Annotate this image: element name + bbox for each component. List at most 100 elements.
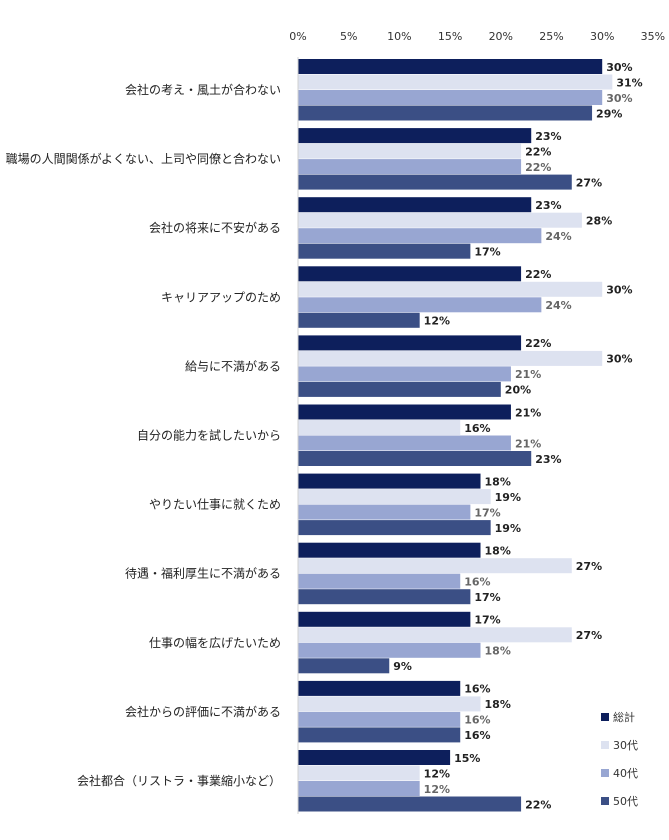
bar-50代: [298, 312, 420, 328]
bar-40代: [298, 90, 603, 105]
value-label: 19%: [495, 522, 521, 535]
value-label: 24%: [545, 299, 571, 312]
value-label: 22%: [525, 798, 551, 811]
bar-40代: [298, 711, 461, 727]
category-label: 自分の能力を試したいから: [137, 428, 281, 443]
bar-30代: [298, 558, 572, 574]
category-labels: 会社の考え・風土が合わない職場の人間関係がよくない、上司や同僚と合わない会社の将…: [6, 82, 281, 788]
x-tick-label-20: 20%: [489, 30, 513, 43]
value-label: 18%: [485, 475, 511, 488]
value-label: 22%: [525, 161, 551, 174]
category-label: 給与に不満がある: [185, 358, 281, 373]
bar-30代: [298, 350, 603, 366]
bar-30代: [298, 74, 613, 90]
value-label: 29%: [596, 107, 622, 120]
bar-50代: [298, 105, 593, 121]
bar-30代: [298, 143, 522, 159]
value-label: 30%: [606, 353, 632, 366]
legend: 総計 30代 40代 50代: [601, 710, 638, 808]
category-label: キャリアアップのため: [161, 290, 281, 304]
bar-総計: [298, 680, 461, 696]
value-label: 30%: [606, 61, 632, 74]
legend-swatch-40代: [601, 769, 609, 777]
value-label: 30%: [606, 284, 632, 297]
bar-40代: [298, 435, 511, 451]
legend-label: 30代: [613, 739, 638, 752]
category-label: 職場の人間関係がよくない、上司や同僚と合わない: [6, 151, 281, 166]
value-label: 15%: [454, 752, 480, 765]
bar-30代: [298, 696, 481, 712]
value-label: 16%: [464, 575, 490, 588]
bar-50代: [298, 451, 532, 466]
category-label: 会社からの評価に不満がある: [125, 704, 281, 719]
value-label: 16%: [464, 714, 490, 727]
bar-50代: [298, 589, 471, 605]
x-tick-label-0: 0%: [289, 30, 306, 43]
bar-50代: [298, 658, 390, 674]
value-label: 12%: [424, 783, 450, 796]
x-tick-label-35: 35%: [641, 30, 665, 43]
value-label: 17%: [474, 245, 500, 258]
value-label: 17%: [474, 591, 500, 604]
category-label: 会社の考え・風土が合わない: [125, 82, 281, 97]
value-label: 9%: [393, 660, 412, 673]
bar-30代: [298, 281, 603, 297]
x-tick-label-15: 15%: [438, 30, 462, 43]
bar-50代: [298, 381, 501, 397]
bar-30代: [298, 212, 582, 228]
bar-50代: [298, 174, 572, 190]
bar-総計: [298, 59, 603, 74]
value-label: 21%: [515, 437, 541, 450]
x-tick-label-30: 30%: [590, 30, 614, 43]
bar-50代: [298, 520, 491, 536]
value-label: 22%: [525, 268, 551, 281]
x-tick-label-25: 25%: [539, 30, 563, 43]
bar-50代: [298, 727, 461, 743]
bar-総計: [298, 473, 481, 489]
legend-label: 総計: [613, 710, 635, 724]
bar-40代: [298, 573, 461, 589]
bar-総計: [298, 266, 522, 282]
bar-30代: [298, 420, 461, 435]
legend-label: 50代: [613, 795, 638, 808]
bars: [298, 59, 613, 812]
value-label: 22%: [525, 337, 551, 350]
category-label: 会社の将来に不安がある: [149, 220, 281, 235]
value-label: 27%: [576, 629, 602, 642]
value-label: 12%: [424, 767, 450, 780]
value-label: 21%: [515, 406, 541, 419]
category-label: やりたい仕事に就くため: [149, 498, 281, 512]
bar-40代: [298, 159, 522, 175]
x-tick-label-5: 5%: [340, 30, 357, 43]
legend-swatch-50代: [601, 797, 609, 805]
category-label: 待遇・福利厚生に不満がある: [125, 566, 281, 581]
bar-総計: [298, 335, 522, 351]
legend-swatch-総計: [601, 713, 609, 721]
value-label: 16%: [464, 683, 490, 696]
bar-50代: [298, 796, 522, 812]
value-label: 19%: [495, 491, 521, 504]
value-label: 28%: [586, 214, 612, 227]
bar-40代: [298, 297, 542, 313]
value-label: 23%: [535, 130, 561, 143]
value-label: 22%: [525, 145, 551, 158]
bar-40代: [298, 504, 471, 520]
value-label: 30%: [606, 92, 632, 105]
bar-40代: [298, 228, 542, 244]
bar-総計: [298, 128, 532, 144]
bar-30代: [298, 489, 491, 505]
bar-40代: [298, 642, 481, 658]
value-labels: 30% 31% 30% 29% 23% 22% 22% 27% 23% 28% 24% 17% 22% 3…: [393, 61, 642, 812]
value-label: 23%: [535, 453, 561, 466]
bar-総計: [298, 611, 471, 627]
category-label: 仕事の幅を広げたいため: [149, 635, 281, 650]
bar-40代: [298, 366, 511, 382]
value-label: 27%: [576, 176, 602, 189]
bar-50代: [298, 243, 471, 259]
bar-30代: [298, 765, 420, 781]
bar-30代: [298, 627, 572, 643]
bar-総計: [298, 197, 532, 213]
value-label: 18%: [485, 698, 511, 711]
value-label: 18%: [485, 544, 511, 557]
